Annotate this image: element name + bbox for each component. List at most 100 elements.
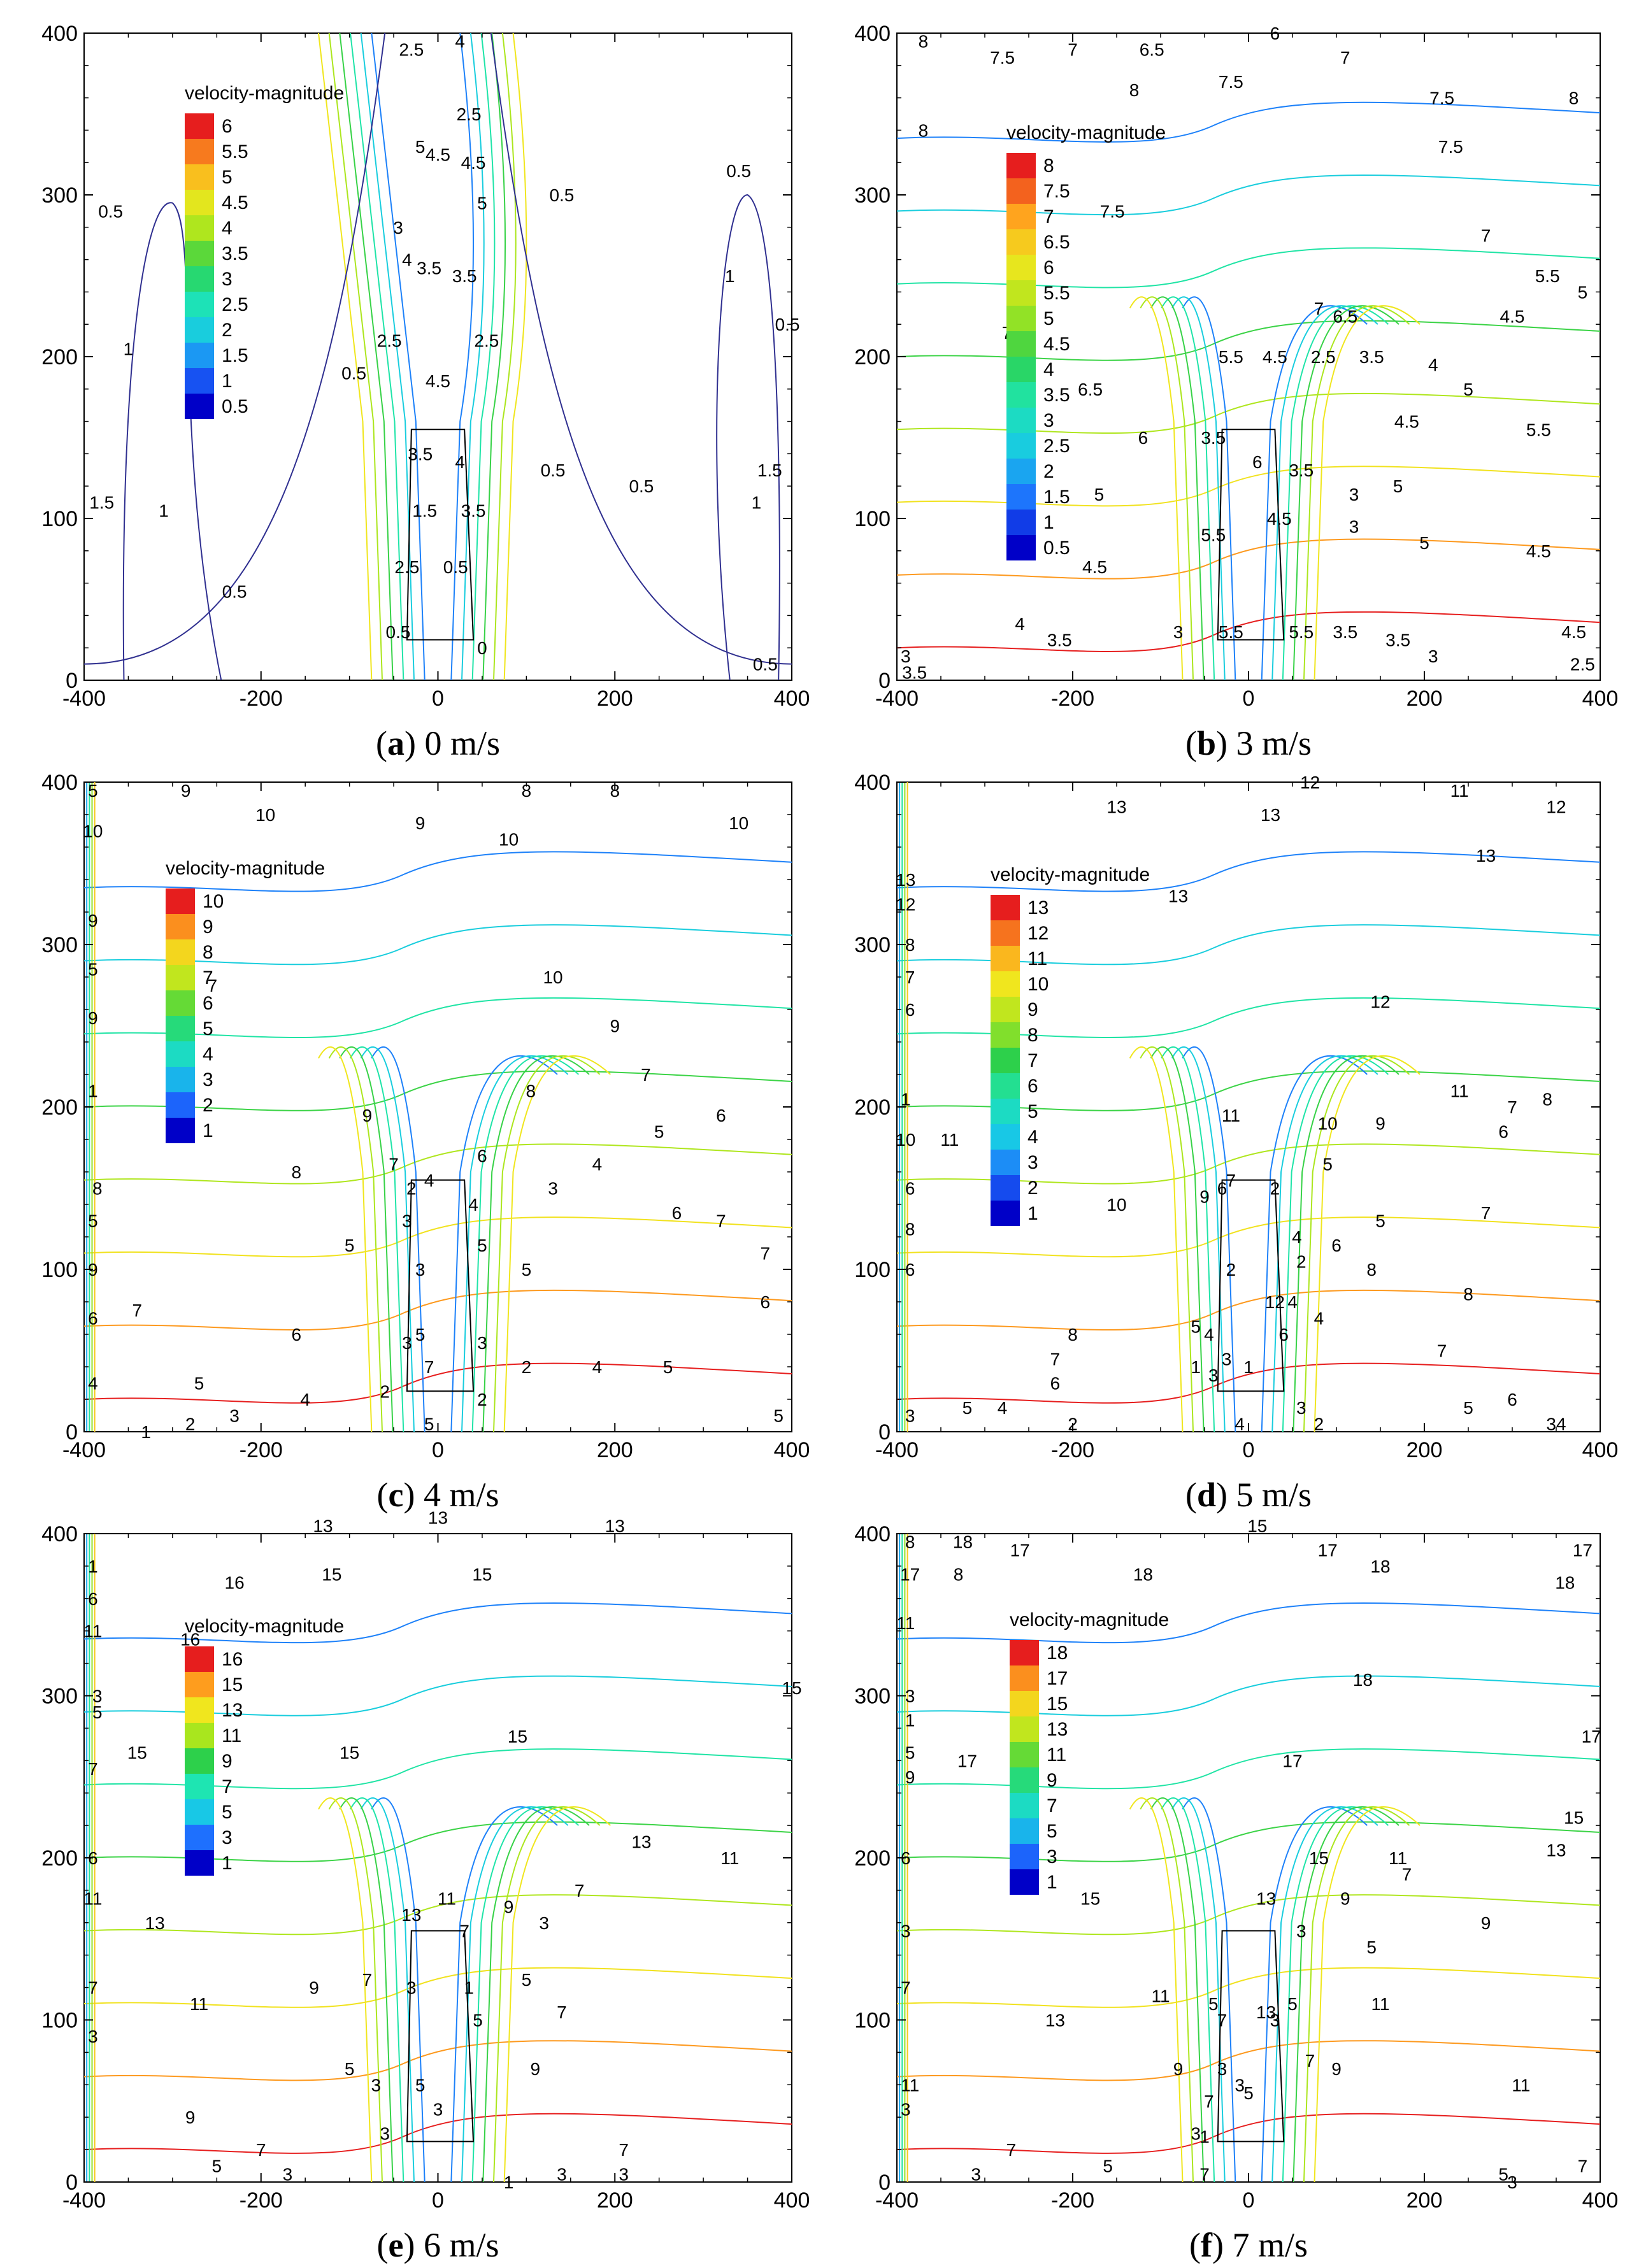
x-tick-label: 0: [432, 687, 444, 711]
panel-letter: a: [387, 724, 404, 762]
contour-label: 3: [901, 646, 911, 666]
contour-line: [896, 611, 1601, 652]
contour-line: [896, 101, 1601, 143]
contour-label: 6: [1138, 428, 1149, 448]
legend-label: 0.5: [222, 396, 248, 417]
contour-label: 4: [1235, 1414, 1245, 1434]
legend-label: 7: [1047, 1795, 1057, 1816]
contour-label: 7: [1507, 1097, 1517, 1117]
contour-label: 2.5: [1311, 347, 1336, 367]
contour-label: 3: [1208, 1366, 1219, 1385]
contour-label: 17: [1582, 1727, 1601, 1746]
panel-caption: (b) 3 m/s: [1185, 724, 1312, 762]
contour-label: 2.5: [474, 331, 499, 351]
contour-line: [471, 1055, 579, 1432]
legend-title: velocity-magnitude: [1006, 122, 1166, 143]
legend-label: 3: [1047, 1846, 1057, 1867]
legend-label: 11: [1027, 948, 1047, 969]
contour-line: [492, 1055, 601, 1432]
contour-label: 7: [1305, 2051, 1315, 2071]
contour-label: 7.5: [1219, 72, 1243, 92]
legend-title: velocity-magnitude: [1010, 1609, 1169, 1630]
y-tick-label: 300: [41, 933, 78, 957]
x-tick-label: -200: [240, 2188, 283, 2213]
contour-line: [1292, 1055, 1399, 1432]
contour-label: 3.5: [1201, 428, 1226, 448]
legend-swatch: [991, 1124, 1020, 1150]
contour-label: 3: [1217, 2059, 1228, 2079]
contour-label: 9: [362, 1106, 373, 1125]
contour-line: [896, 1143, 1601, 1185]
contour-label: 5: [1103, 2157, 1113, 2176]
contour-line: [482, 1055, 590, 1432]
contour-label: 6: [905, 1260, 915, 1280]
contour-line: [896, 851, 1601, 892]
x-tick-label: -400: [875, 1438, 919, 1462]
contour-label: 5.5: [1219, 347, 1243, 367]
legend: velocity-magnitude 16 15 13 11 9 7 5 3 1: [185, 1616, 344, 1876]
contour-line: [896, 997, 1601, 1038]
legend-label: 5: [1043, 308, 1054, 329]
contour-label: 5: [1243, 2083, 1254, 2103]
y-tick-label: 100: [854, 2009, 891, 2033]
contour-label: 5: [473, 2011, 483, 2030]
axes: -400 -200 0 200 400 0 100 200 300 400: [854, 22, 1618, 711]
axes: -400 -200 0 200 400 0 100 200 300 400: [854, 1522, 1618, 2213]
contour-label: 5.5: [1289, 622, 1313, 642]
contour-label: 17: [1318, 1540, 1338, 1560]
contour-label: 3.5: [452, 266, 477, 286]
panel-b: 8 7.5 8 8 7 6.5 6 7.5 7 7.5 8 7.5 7.5 7 5.5 5 4.5 7 6.5 7 6.…: [854, 22, 1618, 711]
contour-label: 2.5: [399, 39, 424, 59]
contour-line: [350, 1797, 404, 2183]
contour-label: 3: [371, 2075, 381, 2095]
legend-title: velocity-magnitude: [166, 858, 325, 879]
contour-label: 5: [1463, 380, 1473, 399]
contour-label: 9: [88, 911, 98, 931]
legend-label: 2.5: [1043, 436, 1070, 457]
y-tick-label: 0: [878, 669, 891, 693]
contour-label: 5: [477, 194, 487, 213]
legend-swatch: [166, 965, 195, 990]
contour-label: 12: [1546, 797, 1566, 817]
contour-line: [450, 1055, 558, 1432]
legend-swatch: [185, 164, 214, 190]
y-tick-label: 400: [41, 1522, 78, 1546]
legend-label: 1.5: [222, 345, 248, 366]
legend-label: 13: [1027, 897, 1049, 918]
x-tick-label: 200: [1407, 687, 1443, 711]
panel-letter: f: [1200, 2226, 1212, 2264]
contour-label: 15: [322, 1565, 341, 1585]
y-tick-label: 300: [854, 183, 891, 208]
x-tick-label: 0: [432, 1438, 444, 1462]
contour-line: [896, 538, 1601, 580]
contour-label: 4: [592, 1154, 603, 1174]
contour-line: [1140, 296, 1194, 681]
x-tick-label: -400: [62, 1438, 106, 1462]
legend-label: 12: [1027, 923, 1049, 944]
contour-label: 4.5: [1267, 509, 1292, 529]
y-tick-label: 0: [66, 669, 78, 693]
legend-swatch: [185, 1697, 214, 1723]
contour-label: 12: [896, 894, 915, 914]
legend-label: 6: [1027, 1076, 1038, 1097]
contour-label: 6: [716, 1106, 726, 1125]
contour-label: 13: [1256, 1889, 1276, 1909]
legend-swatch: [185, 1799, 214, 1825]
legend-label: 3.5: [1043, 385, 1070, 406]
contour-line: [360, 1046, 415, 1432]
legend-swatch: [991, 1048, 1020, 1073]
contour-line: [1261, 305, 1368, 681]
contour-label: 3: [1235, 2075, 1245, 2095]
legend-swatch: [1006, 433, 1036, 459]
legend-label: 6: [1043, 257, 1054, 278]
contour-label: 8: [1542, 1089, 1552, 1109]
legend-swatch: [185, 317, 214, 343]
panel-caption: (f) 7 m/s: [1189, 2226, 1308, 2264]
contour-line: [83, 1894, 792, 1936]
contour-line: [461, 32, 485, 681]
contour-label: 9: [1340, 1889, 1350, 1909]
legend-title: velocity-magnitude: [991, 864, 1150, 885]
contour-label: 4: [424, 1171, 434, 1190]
contour-line: [83, 997, 792, 1038]
